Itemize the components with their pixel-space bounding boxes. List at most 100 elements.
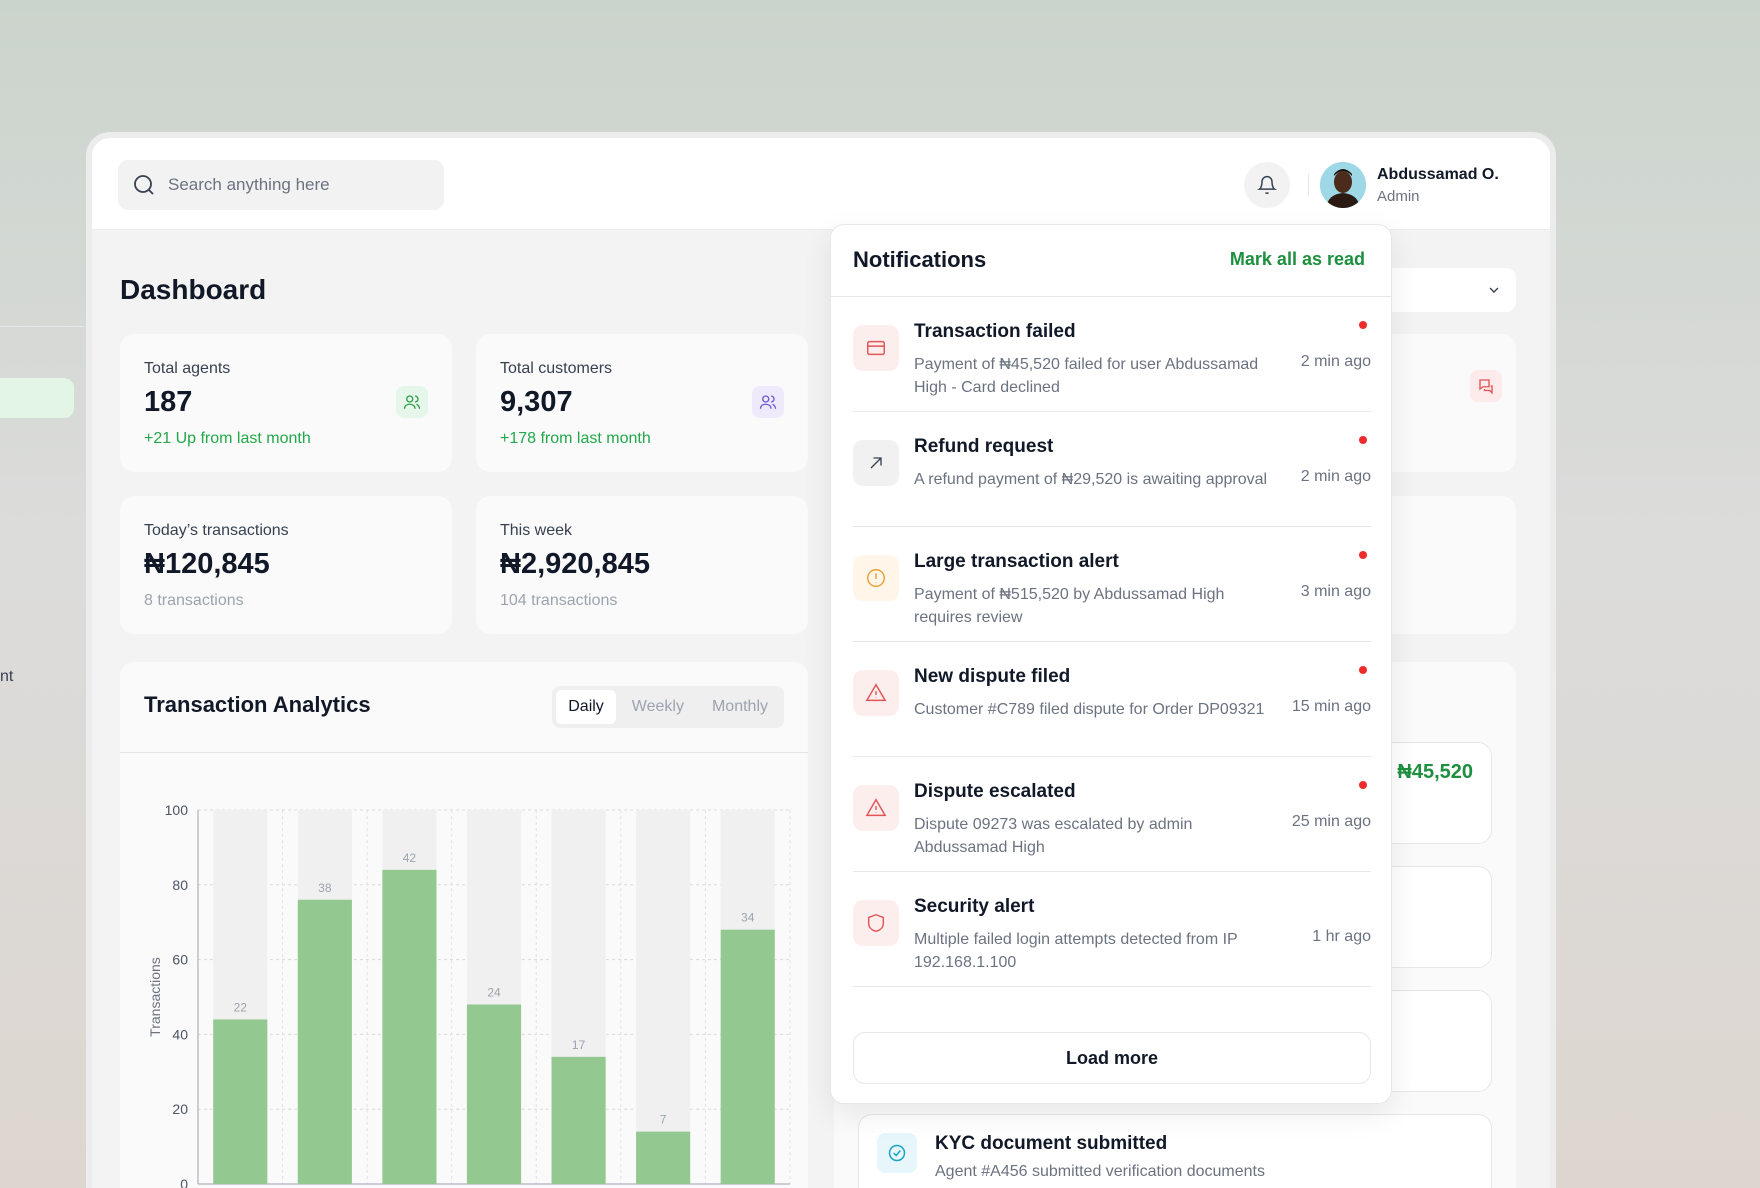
activity-title: KYC document submitted [935,1133,1168,1154]
stat-card-total-customers: Total customers 9,307 +178 from last mon… [476,334,808,472]
stat-value: 9,307 [500,386,573,418]
notification-item[interactable]: New dispute filed Customer #C789 filed d… [853,642,1371,757]
unread-dot [1359,321,1367,329]
tab-monthly[interactable]: Monthly [711,698,768,715]
warning-triangle-icon [853,670,899,716]
data-label: 17 [572,1038,586,1052]
y-tick-label: 0 [180,1176,188,1188]
credit-card-icon [853,325,899,371]
notifications-title: Notifications [853,247,987,272]
bell-icon [1257,175,1277,195]
unread-dot [1359,666,1367,674]
search-placeholder: Search anything here [168,175,330,194]
data-label: 24 [487,985,501,999]
stat-card-this-week: This week ₦2,920,845 104 transactions [476,496,808,634]
data-label: 34 [741,911,755,925]
unread-dot [1359,781,1367,789]
period-tabs: Daily Weekly Monthly [552,686,784,728]
notification-desc: Customer #C789 filed dispute for Order D… [914,701,1265,718]
stat-card-total-agents: Total agents 187 +21 Up from last month [120,334,452,472]
users-icon [752,386,784,418]
notification-item[interactable]: Dispute escalated Dispute 09273 was esca… [853,757,1371,872]
sidebar-item-label[interactable]: nt [0,668,14,685]
user-name: Abdussamad O. [1377,166,1499,183]
stat-value: 187 [144,386,193,418]
stat-sub: 104 transactions [500,592,618,609]
transactions-bar-chart: 020406080100Transactions22M38T42W24Th17F… [147,802,791,1188]
notification-desc: Payment of ₦45,520 failed for user Abdus… [914,356,1259,396]
notification-desc: Dispute 09273 was escalated by admin Abd… [914,816,1193,856]
notification-title: Security alert [914,896,1035,917]
notification-title: New dispute filed [914,666,1071,687]
top-bar: Search anything here Abdussamad O. Admin [92,138,1550,230]
avatar-image [1320,162,1366,208]
notifications-dropdown: Notifications Mark all as read Transacti… [830,224,1392,1104]
stat-label: Total agents [144,360,231,377]
y-tick-label: 80 [172,877,188,893]
avatar[interactable] [1320,162,1366,208]
analytics-divider [120,752,808,753]
notification-item[interactable]: Transaction failed Payment of ₦45,520 fa… [853,297,1371,412]
transaction-analytics-card: Transaction Analytics Daily Weekly Month… [120,662,808,1188]
notification-title: Refund request [914,436,1054,457]
notification-item[interactable]: Security alert Multiple failed login att… [853,872,1371,987]
activity-amount: ₦45,520 [1397,761,1473,783]
notification-item[interactable]: Refund request A refund payment of ₦29,5… [853,412,1371,527]
notification-desc: Multiple failed login attempts detected … [914,931,1238,971]
tab-daily[interactable]: Daily [556,690,616,724]
user-role: Admin [1377,188,1420,205]
stat-card-today-transactions: Today’s transactions ₦120,845 8 transact… [120,496,452,634]
notifications-header: Notifications Mark all as read [831,225,1391,297]
data-label: 42 [403,851,417,865]
unread-dot [1359,551,1367,559]
notification-time: 3 min ago [1300,583,1371,600]
warning-triangle-icon [853,785,899,831]
notification-title: Transaction failed [914,321,1076,342]
notification-desc: Payment of ₦515,520 by Abdussamad High r… [914,586,1225,626]
notification-desc: A refund payment of ₦29,520 is awaiting … [914,471,1268,488]
alert-circle-icon [853,555,899,601]
y-axis-label: Transactions [147,957,163,1037]
stat-change: +178 from last month [500,430,651,447]
arrow-up-right-icon [853,440,899,486]
notification-title: Large transaction alert [914,551,1119,572]
sidebar-item-active[interactable] [0,378,74,418]
notification-time: 25 min ago [1291,813,1371,830]
y-tick-label: 20 [172,1101,188,1117]
bar [466,1004,522,1184]
shield-icon [853,900,899,946]
mark-all-read-button[interactable]: Mark all as read [1229,249,1365,269]
stat-sub: 8 transactions [144,592,244,609]
search-icon [134,175,154,195]
bar [382,869,437,1184]
notification-time: 15 min ago [1291,698,1371,715]
bar-track [636,810,691,1184]
bar [551,1056,606,1184]
chat-icon [1470,370,1502,402]
activity-item-kyc[interactable]: KYC document submitted Agent #A456 submi… [858,1114,1492,1188]
notification-time: 2 min ago [1300,468,1371,485]
stat-label: Today’s transactions [144,522,289,539]
notification-bell-button[interactable] [1244,162,1290,208]
topbar-divider [1308,174,1309,196]
search-input[interactable]: Search anything here [118,160,444,210]
stat-value: ₦120,845 [144,548,270,580]
activity-desc: Agent #A456 submitted verification docum… [935,1163,1265,1180]
page-title: Dashboard [120,274,267,305]
notification-time: 1 hr ago [1312,928,1371,945]
tab-weekly[interactable]: Weekly [631,698,684,715]
y-tick-label: 60 [172,952,188,968]
y-tick-label: 100 [165,802,189,818]
notification-item[interactable]: Large transaction alert Payment of ₦515,… [853,527,1371,642]
data-label: 22 [234,1000,248,1014]
load-more-button[interactable]: Load more [853,1032,1371,1084]
notification-time: 2 min ago [1300,353,1371,370]
chevron-down-icon [1489,287,1499,293]
unread-dot [1359,436,1367,444]
sidebar: nt [0,132,86,1188]
bar [636,1131,691,1184]
stat-label: Total customers [500,360,613,377]
analytics-title: Transaction Analytics [144,692,371,717]
y-tick-label: 40 [172,1026,188,1042]
check-badge-icon [877,1133,917,1173]
